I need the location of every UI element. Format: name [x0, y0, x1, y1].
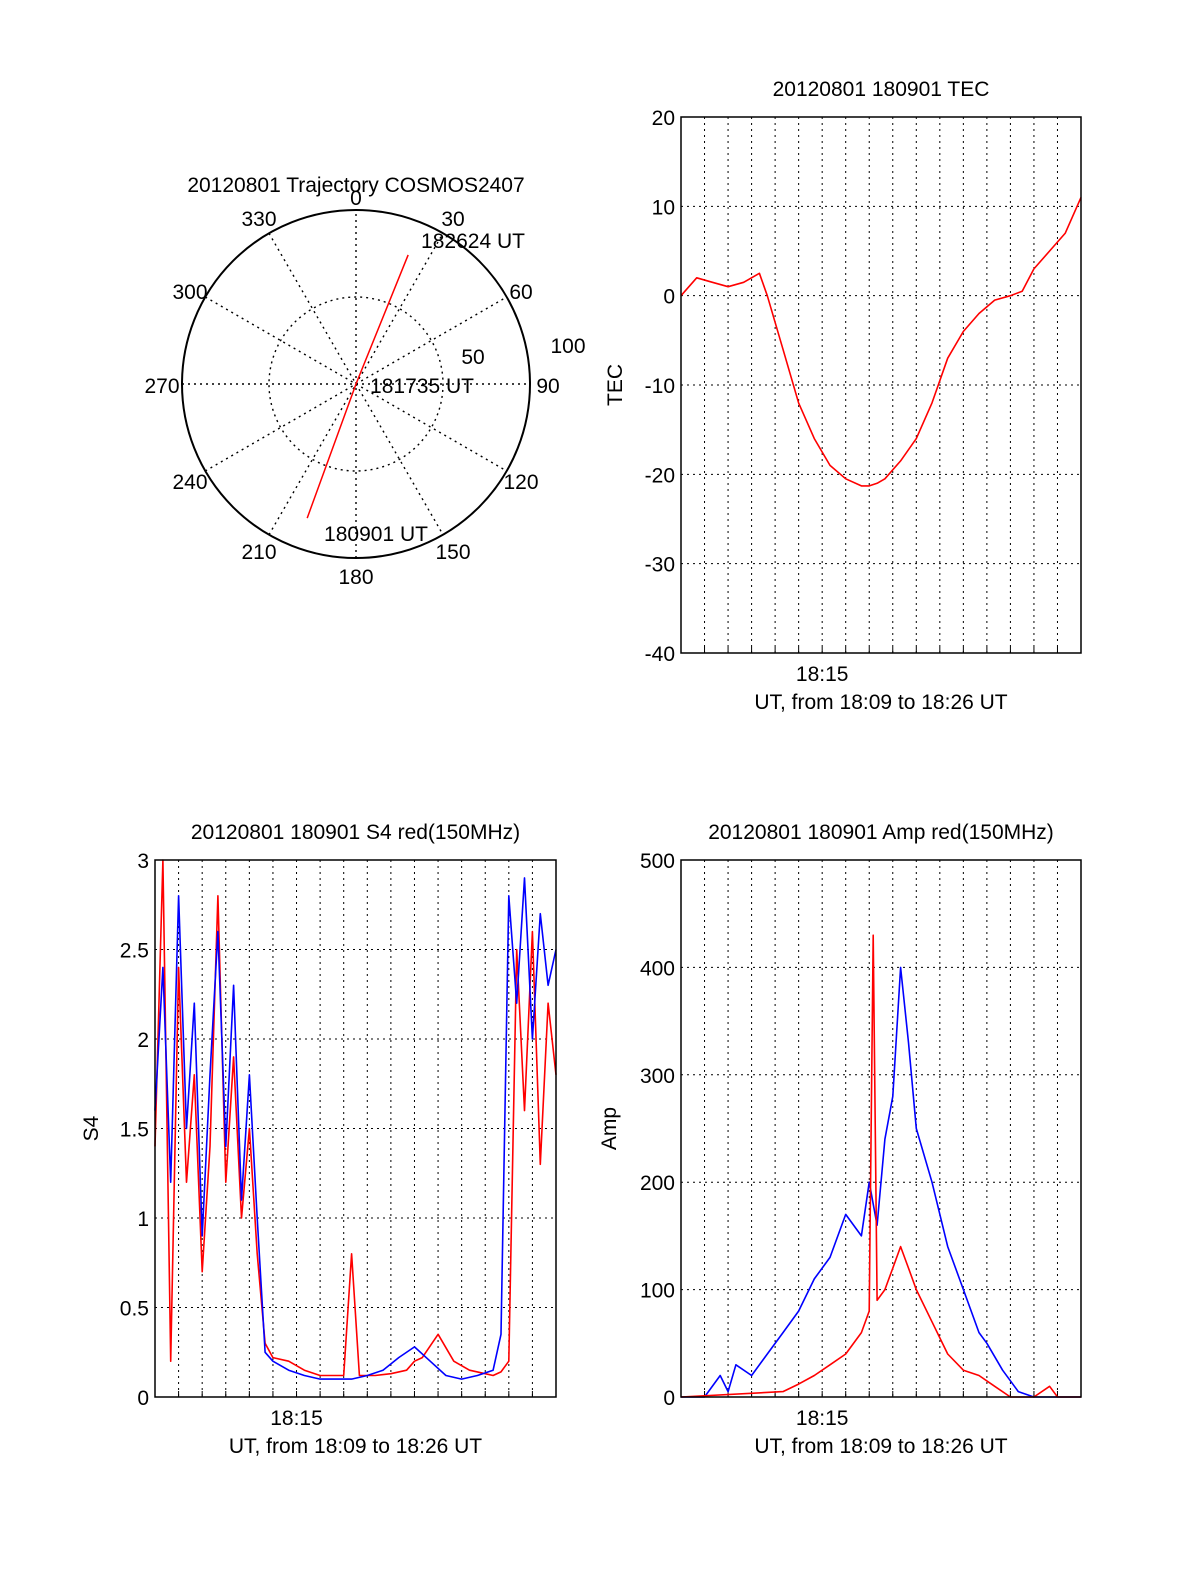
amp-chart: 0 100 200 300 400 500 20120801 180901 Amp red(…	[598, 821, 1082, 1458]
y-tick-label: 100	[640, 1280, 675, 1303]
angle-tick-label: 180	[338, 566, 373, 589]
time-label-start: 180901 UT	[324, 523, 428, 546]
y-tick-label: -30	[645, 554, 675, 577]
x-axis-label: UT, from 18:09 to 18:26 UT	[229, 1435, 482, 1458]
plot-frame	[680, 116, 1082, 654]
y-tick-label: 0	[137, 1387, 149, 1410]
time-label-mid: 181735 UT	[370, 375, 474, 398]
y-tick-label: 0.5	[120, 1298, 149, 1321]
angle-tick-label: 90	[536, 375, 559, 398]
series-line	[680, 934, 1081, 1398]
angle-tick-label: 330	[241, 208, 276, 231]
angle-tick-label: 60	[509, 281, 532, 304]
y-tick-label: 0	[663, 286, 675, 309]
y-tick-label: 2	[137, 1029, 149, 1052]
x-axis-label: UT, from 18:09 to 18:26 UT	[754, 1435, 1007, 1458]
y-axis-label: TEC	[604, 364, 627, 406]
series-line	[154, 859, 557, 1377]
angle-tick-label: 210	[241, 541, 276, 564]
plot-frame	[680, 859, 1082, 1398]
series-line	[154, 877, 557, 1380]
y-tick-label: 20	[652, 107, 675, 130]
y-tick-label: 0	[663, 1387, 675, 1410]
y-tick-label: -10	[645, 375, 675, 398]
y-axis-label: S4	[80, 1115, 103, 1141]
plot-frame	[154, 859, 557, 1398]
chart-title: 20120801 180901 S4 red(150MHz)	[191, 821, 520, 844]
y-axis-label: Amp	[598, 1107, 621, 1150]
y-tick-label: 400	[640, 957, 675, 980]
y-tick-label: 2.5	[120, 940, 149, 963]
x-tick-label: 18:15	[796, 663, 849, 686]
angle-tick-label: 0	[350, 187, 362, 210]
y-tick-label: 200	[640, 1172, 675, 1195]
y-tick-label: -40	[645, 643, 675, 666]
radial-tick-label: 50	[461, 346, 484, 369]
series-line	[680, 197, 1082, 487]
angle-tick-label: 240	[172, 471, 207, 494]
angle-tick-label: 150	[435, 541, 470, 564]
angle-tick-label: 300	[172, 281, 207, 304]
y-tick-label: 500	[640, 850, 675, 873]
s4-chart: 0 0.5 1 1.5 2 2.5 3 20120801 180901 S4 red(150M…	[80, 821, 557, 1458]
x-tick-label: 18:15	[796, 1407, 849, 1430]
trajectory-line	[306, 254, 409, 519]
y-tick-label: 1.5	[120, 1119, 149, 1142]
angle-tick-label: 120	[503, 471, 538, 494]
y-tick-label: 10	[652, 196, 675, 219]
y-tick-label: 1	[137, 1208, 149, 1231]
y-tick-label: 3	[137, 850, 149, 873]
chart-title: 20120801 180901 TEC	[773, 78, 990, 101]
radial-tick-label: 100	[550, 335, 585, 358]
chart-title: 20120801 Trajectory COSMOS2407	[187, 174, 524, 197]
tec-chart: -40 -30 -20 -10 0 10 20 20120801 180901 TEC 18:1…	[604, 78, 1082, 714]
angle-tick-label: 30	[441, 208, 464, 231]
y-tick-label: 300	[640, 1065, 675, 1088]
time-label-end: 182624 UT	[421, 230, 525, 253]
x-axis-label: UT, from 18:09 to 18:26 UT	[754, 691, 1007, 714]
chart-title: 20120801 180901 Amp red(150MHz)	[708, 821, 1054, 844]
x-tick-label: 18:15	[270, 1407, 323, 1430]
series-line	[681, 966, 1081, 1398]
y-tick-label: -20	[645, 464, 675, 487]
radial-grid-circle	[268, 296, 444, 472]
angle-tick-label: 270	[144, 375, 179, 398]
